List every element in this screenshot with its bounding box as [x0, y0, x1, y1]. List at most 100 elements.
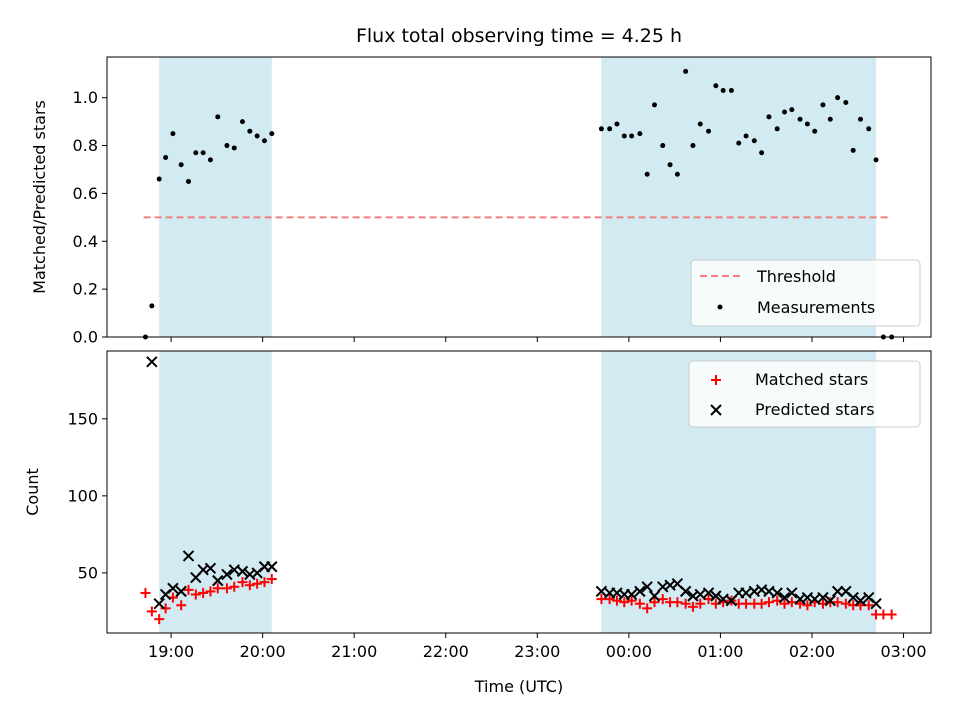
xtick-label: 00:00	[606, 642, 652, 661]
matched-star-marker	[205, 586, 216, 597]
matched-star-marker	[221, 583, 232, 594]
predicted-marker-b	[167, 582, 179, 595]
matched-star-marker	[695, 598, 706, 609]
measurement-point	[156, 176, 162, 182]
predicted-marker-b	[702, 587, 715, 599]
predicted-marker-b	[687, 590, 699, 602]
top-observing-window-1	[159, 57, 272, 337]
predicted-star-marker	[153, 598, 165, 610]
xtick-label: 22:00	[423, 642, 469, 661]
top-legend: Threshold Measurements	[690, 259, 921, 327]
measurement-point	[797, 116, 803, 122]
measurement-point	[240, 119, 246, 125]
predicted-star-marker	[212, 574, 224, 587]
predicted-star-marker	[824, 594, 836, 607]
predicted-marker-b	[648, 590, 661, 602]
predicted-marker-b	[212, 574, 224, 587]
x-axis-label: Time (UTC)	[474, 677, 563, 696]
predicted-star-marker	[641, 581, 653, 593]
measurement-point	[607, 126, 613, 132]
predicted-marker-b	[748, 585, 761, 598]
predicted-marker-b	[710, 590, 722, 602]
predicted-star-marker	[236, 565, 249, 578]
measurement-point	[835, 95, 841, 101]
matched-star-marker	[252, 578, 263, 589]
measurement-point	[149, 303, 155, 309]
top-y-axis-label: Matched/Predicted stars	[30, 100, 49, 294]
measurement-point	[644, 171, 650, 177]
matched-star-marker	[176, 600, 187, 611]
matched-star-marker	[154, 614, 165, 625]
matched-legend-swatch	[711, 375, 721, 385]
predicted-marker-b	[863, 591, 875, 604]
measurement-point	[637, 131, 643, 137]
measurement-point	[231, 145, 237, 151]
measurement-point	[766, 114, 772, 120]
predicted-marker-b	[204, 562, 217, 574]
predicted-marker-b	[641, 581, 653, 593]
predicted-star-marker	[648, 590, 661, 602]
matched-star-marker	[802, 600, 813, 611]
predicted-marker-b	[634, 585, 646, 598]
measurement-point	[254, 133, 260, 139]
matched-star-marker	[140, 587, 151, 598]
measurement-point	[743, 133, 749, 139]
predicted-marker-b	[175, 585, 187, 598]
xtick-label: 03:00	[880, 642, 926, 661]
predicted-marker-b	[840, 585, 852, 598]
measurement-point	[200, 150, 206, 156]
predicted-legend-swatch	[710, 404, 722, 416]
predicted-marker-b	[740, 587, 752, 599]
measurement-point	[178, 162, 184, 168]
matched-star-marker	[146, 606, 157, 617]
measurement-point	[751, 138, 757, 144]
measurement-point	[713, 83, 719, 89]
chart-title: Flux total observing time = 4.25 h	[356, 25, 682, 47]
predicted-marker-b	[153, 598, 165, 610]
matched-star-marker	[657, 594, 668, 605]
predicted-marker-b	[146, 356, 158, 368]
matched-star-marker	[160, 603, 171, 614]
predicted-marker-b	[625, 588, 638, 601]
measurement-point	[224, 143, 230, 149]
measurement-point	[820, 102, 826, 108]
predicted-marker-b	[197, 564, 209, 576]
measurement-point	[850, 147, 856, 153]
matched-star-marker	[886, 609, 897, 620]
predicted-marker-b	[817, 591, 829, 604]
predicted-marker-b	[244, 568, 256, 581]
measurement-point	[706, 128, 712, 134]
matched-star-marker	[244, 580, 255, 591]
predicted-star-marker	[831, 585, 844, 598]
predicted-legend-label: Predicted stars	[755, 400, 875, 419]
predicted-marker-b	[786, 587, 798, 599]
measurement-point	[667, 162, 673, 168]
predicted-marker-b	[831, 585, 844, 598]
bottom-ytick-label: 150	[67, 409, 98, 428]
predicted-marker-b	[694, 588, 706, 601]
measurement-point	[629, 133, 635, 139]
xtick-label: 20:00	[240, 642, 286, 661]
top-ytick-label: 0.0	[73, 328, 98, 347]
bottom-y-axis-label: Count	[23, 468, 42, 516]
matched-star-marker	[680, 598, 691, 609]
predicted-star-marker	[167, 582, 179, 595]
predicted-star-marker	[625, 588, 638, 601]
matched-legend-label: Matched stars	[755, 370, 868, 389]
matched-star-marker	[626, 595, 637, 606]
xtick-label: 21:00	[331, 642, 377, 661]
predicted-star-marker	[710, 590, 722, 602]
predicted-star-marker	[204, 562, 217, 574]
measurement-point	[269, 131, 275, 137]
measurement-point	[207, 157, 213, 163]
measurement-point	[843, 99, 849, 105]
predicted-star-marker	[266, 561, 278, 573]
matched-star-marker	[832, 597, 843, 608]
matched-star-marker	[634, 598, 645, 609]
matched-star-marker	[840, 598, 851, 609]
measurement-point	[782, 109, 788, 115]
predicted-marker-b	[266, 561, 278, 573]
xtick-label: 23:00	[514, 642, 560, 661]
measurement-point	[858, 116, 864, 122]
